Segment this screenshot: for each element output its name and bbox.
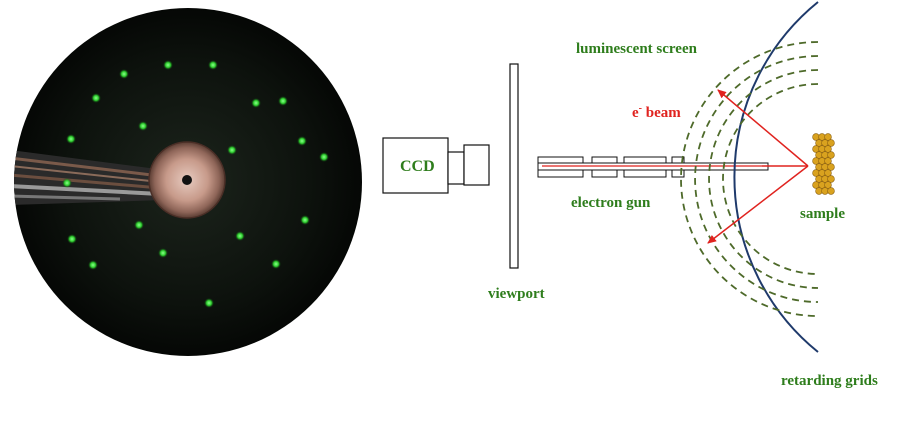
diffraction-spot bbox=[278, 96, 288, 106]
crystal-atom bbox=[827, 163, 835, 171]
diffraction-spot bbox=[251, 98, 261, 108]
beam-suffix: beam bbox=[642, 105, 681, 121]
electron-beam-label: e- beam bbox=[632, 104, 681, 121]
crystal-atom bbox=[827, 151, 835, 159]
diffraction-spot bbox=[62, 178, 72, 188]
diffraction-spot bbox=[66, 134, 76, 144]
sample-label: sample bbox=[800, 206, 845, 222]
ccd-camera bbox=[382, 137, 490, 194]
sample-holder-arm bbox=[14, 150, 165, 205]
diffraction-spot bbox=[88, 260, 98, 270]
crystal-atom bbox=[824, 181, 832, 189]
crystal-atom bbox=[824, 157, 832, 165]
sample-center bbox=[182, 175, 192, 185]
diffraction-spot bbox=[204, 298, 214, 308]
diffraction-spot bbox=[91, 93, 101, 103]
diffraction-spot bbox=[319, 152, 329, 162]
diffraction-spots bbox=[62, 60, 329, 308]
electron-gun-label: electron gun bbox=[571, 195, 651, 211]
diffraction-spot bbox=[271, 259, 281, 269]
sample-crystal bbox=[812, 133, 835, 195]
diffraction-spot bbox=[138, 121, 148, 131]
luminescent-screen-label: luminescent screen bbox=[576, 41, 697, 57]
electron-gun bbox=[537, 156, 769, 178]
diffraction-spot bbox=[163, 60, 173, 70]
diffraction-spot bbox=[134, 220, 144, 230]
crystal-atom bbox=[827, 175, 835, 183]
diffraction-spot bbox=[227, 145, 237, 155]
diffraction-spot bbox=[208, 60, 218, 70]
beam-superscript: - bbox=[638, 103, 643, 114]
beam-prefix: e bbox=[632, 105, 639, 121]
retarding-grids bbox=[680, 41, 819, 317]
crystal-atom bbox=[824, 133, 832, 141]
retarding-grids-label: retarding grids bbox=[781, 373, 878, 389]
viewport-label: viewport bbox=[488, 286, 545, 302]
crystal-atom bbox=[824, 169, 832, 177]
viewport-window bbox=[509, 63, 519, 269]
crystal-atom bbox=[827, 187, 835, 195]
diffraction-spot bbox=[67, 234, 77, 244]
diffraction-spot bbox=[235, 231, 245, 241]
crystal-atom bbox=[827, 139, 835, 147]
luminescent-screen bbox=[733, 1, 819, 353]
diffraction-spot bbox=[158, 248, 168, 258]
diffraction-spot bbox=[119, 69, 129, 79]
electron-beam bbox=[707, 89, 809, 244]
ccd-label: CCD bbox=[400, 158, 435, 175]
leed-pattern-photo bbox=[14, 8, 362, 356]
crystal-atom bbox=[824, 145, 832, 153]
diffraction-spot bbox=[300, 215, 310, 225]
diffraction-spot bbox=[297, 136, 307, 146]
